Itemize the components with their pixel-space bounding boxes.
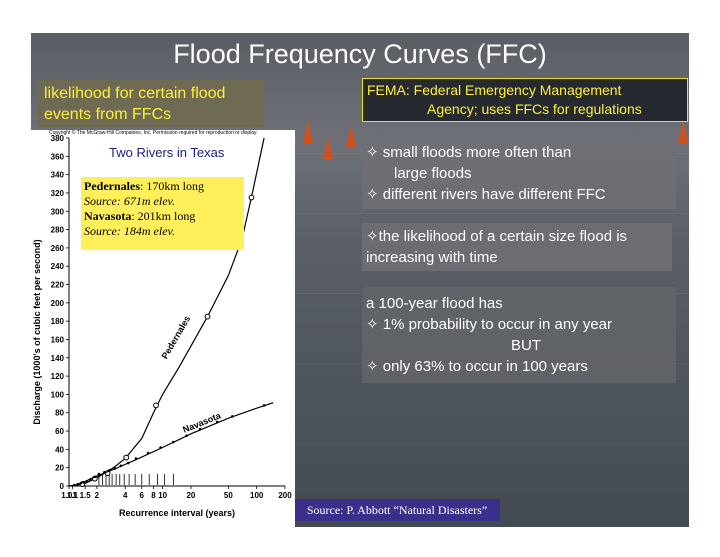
bullet-different-rivers: ✧ different rivers have different FFC xyxy=(366,186,606,203)
y-tick-label: 20 xyxy=(55,464,64,473)
source-caption: Source: P. Abbott “Natural Disasters” xyxy=(294,499,500,521)
x-tick-label: 8 xyxy=(151,491,156,500)
y-tick-label: 180 xyxy=(51,317,65,326)
chart-title: Two Rivers in Texas xyxy=(109,145,225,160)
hundred-year-but: BUT xyxy=(511,337,541,354)
hundred-year-bullet-2: ✧ only 63% to occur in 100 years xyxy=(366,358,588,375)
navasota-point xyxy=(126,461,130,465)
traffic-cone-icon xyxy=(303,121,313,143)
x-tick-label: 50 xyxy=(224,491,233,500)
pedernales-point xyxy=(204,313,211,320)
fema-line-1: FEMA: Federal Emergency Management xyxy=(367,82,622,98)
y-tick-label: 100 xyxy=(51,390,65,399)
hundred-year-heading: a 100-year flood has xyxy=(366,295,503,312)
legend-navasota-name: Navasota xyxy=(84,209,132,223)
legend-pedernales-source: Source: 671m elev. xyxy=(84,194,175,208)
x-axis-label: Recurrence interval (years) xyxy=(119,508,235,518)
flood-frequency-chart: 0204060801001201401601802002202402602803… xyxy=(32,134,292,518)
legend-pedernales-name: Pedernales xyxy=(84,179,140,193)
x-tick-label: 1.1 xyxy=(67,491,79,500)
navasota-point xyxy=(185,434,188,437)
y-tick-label: 380 xyxy=(51,134,65,143)
y-tick-label: 0 xyxy=(60,482,65,491)
navasota-point xyxy=(262,404,266,407)
y-tick-label: 80 xyxy=(55,409,64,418)
y-tick-label: 260 xyxy=(51,244,65,253)
legend-navasota-source: Source: 184m elev. xyxy=(84,224,175,238)
navasota-point xyxy=(159,446,162,449)
navasota-point xyxy=(82,481,86,484)
pedernales-point xyxy=(248,194,255,201)
hundred-year-bullet-1: ✧ 1% probability to occur in any year xyxy=(366,316,613,333)
traffic-cone-icon xyxy=(678,121,688,143)
navasota-curve xyxy=(68,402,274,487)
navasota-point xyxy=(76,482,80,486)
bullet-small-floods: ✧ small floods more often than xyxy=(366,144,572,161)
y-axis-label: Discharge (1000's of cubic feet per seco… xyxy=(32,239,42,424)
bullet-panel-small-floods: ✧ small floods more often than large flo… xyxy=(362,139,676,209)
y-tick-label: 160 xyxy=(51,335,65,344)
chart-legend: Pedernales: 170km long Source: 671m elev… xyxy=(81,177,244,250)
copyright-notice: Copyright © The McGraw-Hill Companies, I… xyxy=(49,130,258,136)
navasota-point xyxy=(73,483,76,487)
chart-figure: Copyright © The McGraw-Hill Companies, I… xyxy=(31,130,295,527)
navasota-point xyxy=(146,451,150,455)
y-tick-label: 140 xyxy=(51,354,65,363)
navasota-point xyxy=(97,472,101,476)
y-tick-label: 300 xyxy=(51,207,65,216)
y-tick-label: 220 xyxy=(51,281,65,290)
x-tick-label: 1.01 xyxy=(61,491,77,500)
y-tick-label: 200 xyxy=(51,299,65,308)
slide-background: Flood Frequency Curves (FFC) likelihood … xyxy=(31,33,689,527)
bullet-panel-likelihood: ✧the likelihood of a certain size flood … xyxy=(362,223,672,271)
x-tick-label: 100 xyxy=(250,491,264,500)
x-tick-label: 10 xyxy=(158,491,167,500)
y-tick-label: 240 xyxy=(51,262,65,271)
navasota-point xyxy=(107,469,111,472)
y-tick-label: 120 xyxy=(51,372,65,381)
x-tick-label: 200 xyxy=(278,491,292,500)
navasota-point xyxy=(230,415,234,418)
bullet-large-floods: large floods xyxy=(394,165,472,182)
y-tick-label: 280 xyxy=(51,226,65,235)
pedernales-point xyxy=(153,402,159,409)
y-tick-label: 360 xyxy=(51,152,65,161)
x-tick-label: 2 xyxy=(95,491,100,500)
legend-navasota-length: : 201km long xyxy=(131,209,196,223)
navasota-point xyxy=(198,427,202,431)
y-tick-label: 40 xyxy=(55,445,64,454)
slide-title: Flood Frequency Curves (FFC) xyxy=(173,39,547,69)
bullet-panel-100-year: a 100-year flood has ✧ 1% probability to… xyxy=(362,287,676,383)
navasota-point xyxy=(79,481,83,485)
navasota-point xyxy=(119,464,123,468)
navasota-point xyxy=(85,480,88,483)
traffic-cone-icon xyxy=(346,125,356,147)
navasota-point xyxy=(134,457,138,460)
x-tick-label: 4 xyxy=(123,491,128,500)
navasota-point xyxy=(103,470,106,474)
navasota-point xyxy=(88,478,92,481)
navasota-point xyxy=(113,467,117,470)
x-tick-label: 1.5 xyxy=(80,491,92,500)
y-tick-label: 320 xyxy=(51,189,65,198)
pedernales-point xyxy=(123,454,130,461)
navasota-point xyxy=(172,440,175,444)
x-tick-label: 20 xyxy=(186,491,195,500)
x-tick-label: 6 xyxy=(140,491,145,500)
left-caption: likelihood for certain flood events from… xyxy=(38,80,264,127)
fema-line-2: Agency; uses FFCs for regulations xyxy=(427,101,642,117)
pedernales-curve-label: Pedernales xyxy=(160,314,193,361)
navasota-point xyxy=(215,420,219,424)
navasota-point xyxy=(93,475,97,479)
y-tick-label: 340 xyxy=(51,171,65,180)
legend-pedernales-length: : 170km long xyxy=(140,179,205,193)
fema-box: FEMA: Federal Emergency Management Agenc… xyxy=(362,78,688,122)
traffic-cone-icon xyxy=(323,137,333,159)
y-tick-label: 60 xyxy=(55,427,64,436)
